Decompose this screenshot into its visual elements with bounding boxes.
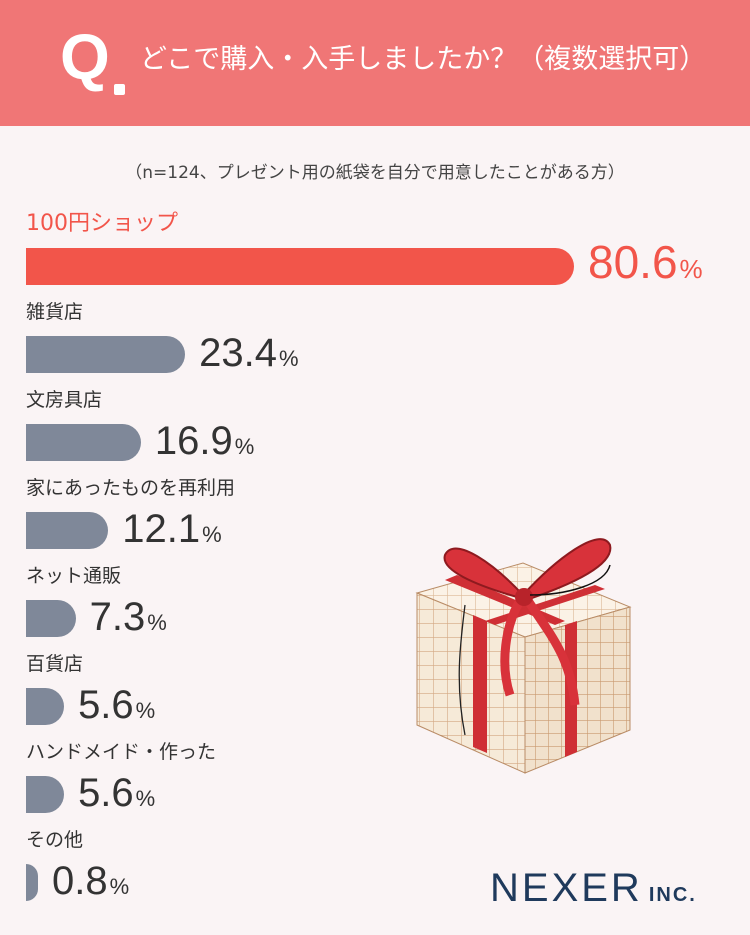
logo-suffix: INC. (648, 884, 697, 906)
category-label: ハンドメイド・作った (26, 741, 217, 763)
value-unit: % (202, 522, 222, 547)
bar (26, 424, 141, 461)
question-header: Q どこで購入・入手しましたか？（複数選択可） (0, 0, 750, 126)
category-label: 100円ショップ (26, 211, 178, 236)
value-unit: % (135, 786, 156, 811)
bar (26, 688, 65, 725)
q-dot (114, 84, 125, 95)
value-label: 23.4% (199, 331, 298, 375)
value-unit: % (109, 874, 130, 899)
value-number: 12.1 (122, 507, 201, 551)
value-unit: % (147, 610, 167, 635)
value-unit: % (234, 434, 255, 459)
logo-main: NEXER (490, 866, 643, 910)
value-number: 7.3 (89, 595, 146, 639)
value-number: 80.6 (588, 236, 678, 288)
value-unit: % (679, 254, 703, 284)
gift-box-illustration (415, 538, 632, 774)
bar (26, 776, 65, 813)
bar (26, 336, 186, 373)
value-label: 7.3% (90, 595, 167, 639)
value-label: 80.6% (588, 239, 703, 285)
value-label: 5.6% (78, 683, 155, 727)
value-label: 0.8% (52, 859, 129, 903)
bar (26, 512, 109, 549)
value-unit: % (135, 698, 156, 723)
bar (26, 248, 574, 285)
value-number: 23.4 (199, 331, 277, 375)
category-label: その他 (26, 829, 84, 851)
company-logo: NEXER INC. (490, 866, 697, 911)
category-label: 家にあったものを再利用 (26, 477, 236, 499)
value-label: 5.6% (78, 771, 155, 815)
category-label: 雑貨店 (26, 301, 84, 323)
q-letter: Q (60, 21, 110, 93)
category-label: 百貨店 (26, 653, 84, 675)
value-unit: % (278, 346, 299, 371)
value-number: 0.8 (52, 859, 108, 903)
value-number: 5.6 (78, 683, 134, 727)
sample-note: （n=124、プレゼント用の紙袋を自分で用意したことがある方） (125, 163, 625, 183)
category-label: 文房具店 (26, 389, 103, 411)
value-label: 16.9% (155, 419, 254, 463)
bar (26, 864, 38, 901)
value-number: 5.6 (78, 771, 134, 815)
bar (26, 600, 76, 637)
question-text: どこで購入・入手しましたか？（複数選択可） (140, 44, 707, 75)
value-label: 12.1% (122, 507, 221, 551)
value-number: 16.9 (154, 419, 233, 463)
category-label: ネット通販 (26, 565, 122, 587)
